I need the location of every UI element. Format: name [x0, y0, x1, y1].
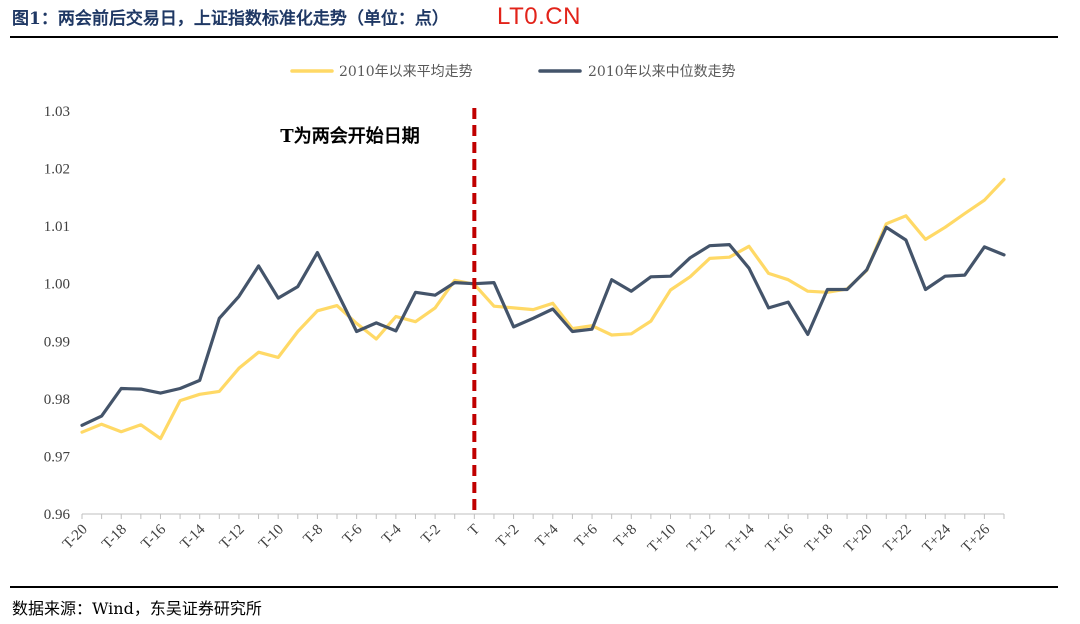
x-tick-label: T+22 [880, 522, 914, 556]
x-tick-label: T+26 [959, 521, 994, 556]
x-tick-label: T+14 [723, 521, 758, 556]
x-tick-label: T-2 [418, 522, 444, 548]
y-tick-label: 1.00 [44, 277, 70, 293]
x-tick-label: T-8 [301, 522, 327, 548]
y-tick-label: 1.03 [44, 104, 70, 120]
y-tick-label: 1.01 [44, 219, 70, 235]
x-tick-label: T+16 [763, 521, 798, 556]
legend: 2010年以来平均走势 2010年以来中位数走势 [290, 64, 736, 80]
y-tick-label: 0.97 [44, 449, 71, 465]
y-tick-label: 0.98 [44, 392, 70, 408]
x-tick-label: T [465, 522, 483, 540]
top-rule [10, 36, 1058, 38]
x-tick-label: T+12 [684, 522, 718, 556]
data-source-note: 数据来源：Wind，东吴证券研究所 [12, 599, 262, 618]
x-tick-label: T+8 [611, 522, 640, 551]
x-tick-label: T-10 [256, 522, 287, 553]
x-tick-label: T+10 [645, 522, 679, 556]
legend-label: 2010年以来平均走势 [339, 64, 473, 80]
y-tick-label: 0.99 [44, 334, 70, 350]
x-tick-label: T+2 [493, 522, 522, 551]
x-axis: T-20 T-18 T-16 T-14 T-12 T-10 T-8 T-6 T-4 T-2 T T+2… [60, 513, 1005, 556]
line-chart: 2010年以来平均走势 2010年以来中位数走势 0.96 0.97 0.98 0.99… [44, 64, 1006, 556]
series-line-median [80, 225, 1006, 427]
event-annotation: T为两会开始日期 [280, 125, 419, 147]
bottom-rule [10, 586, 1058, 588]
legend-label: 2010年以来中位数走势 [588, 64, 736, 80]
series-line-average [80, 177, 1006, 441]
y-axis: 0.96 0.97 0.98 0.99 1.00 1.01 1.02 1.03 [44, 104, 71, 523]
series-layer [80, 177, 1006, 441]
x-tick-label: T+18 [802, 522, 836, 556]
x-tick-label: T-14 [178, 521, 209, 552]
watermark-logo: LT0.CN [497, 3, 581, 30]
x-tick-label: T-18 [99, 522, 130, 553]
x-tick-label: T-16 [138, 521, 169, 552]
x-tick-label: T+20 [841, 522, 875, 556]
x-tick-label: T+4 [533, 521, 562, 550]
x-tick-label: T+24 [920, 521, 955, 556]
x-tick-label: T+6 [572, 521, 601, 550]
figure-title: 图1：两会前后交易日，上证指数标准化走势（单位：点） [12, 9, 449, 29]
marker-layer: T为两会开始日期 [280, 108, 477, 514]
x-tick-label: T-4 [379, 521, 405, 547]
y-tick-label: 0.96 [44, 507, 71, 523]
x-tick-label: T-20 [60, 522, 91, 553]
y-tick-label: 1.02 [44, 162, 70, 178]
x-tick-label: T-6 [340, 521, 366, 547]
x-tick-label: T-12 [217, 522, 248, 553]
